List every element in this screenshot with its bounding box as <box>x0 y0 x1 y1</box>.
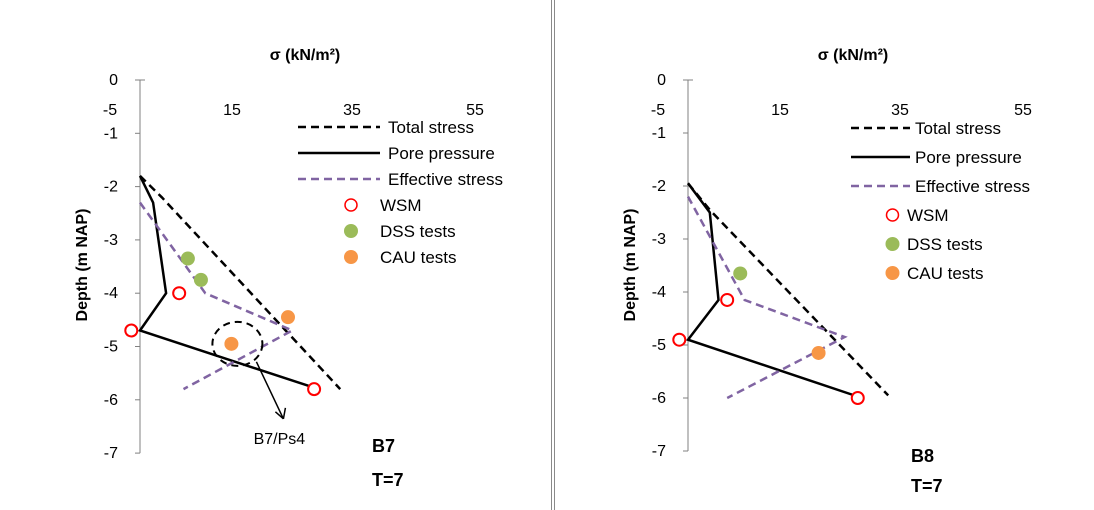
legend-wsm-label: WSM <box>907 206 949 225</box>
y-tick-label: -1 <box>104 125 118 142</box>
x-tick-label: 35 <box>343 102 361 119</box>
pore-pressure-line <box>138 175 319 391</box>
legend-cau-swatch <box>885 266 900 280</box>
wsm-point <box>172 286 187 301</box>
y-axis-title: Depth (m NAP) <box>74 209 91 322</box>
x-tick-label: 15 <box>223 102 241 119</box>
legend-dss-swatch <box>885 237 900 251</box>
y-tick-label: -2 <box>104 179 118 196</box>
y-tick-label: 0 <box>657 72 666 89</box>
legend-wsm-swatch <box>344 198 358 212</box>
annotation-arrow <box>255 361 285 420</box>
dss-point <box>193 272 208 287</box>
legend-wsm-swatch <box>885 208 900 222</box>
legend-dss-label: DSS tests <box>380 222 456 241</box>
x-tick-label: -5 <box>651 102 665 119</box>
y-tick-label: -7 <box>104 445 118 462</box>
y-tick-label: -4 <box>104 285 118 302</box>
legend-effective-stress-label: Effective stress <box>388 170 503 189</box>
annotation-label: B7/Ps4 <box>254 431 306 448</box>
wsm-point <box>720 292 735 307</box>
x-tick-label: 15 <box>771 102 789 119</box>
y-tick-label: -2 <box>652 178 666 195</box>
effective-stress-line <box>138 201 296 391</box>
panel-label: B7 <box>372 436 395 456</box>
y-tick-label: -3 <box>652 231 666 248</box>
wsm-point <box>124 323 139 338</box>
y-axis-title: Depth (m NAP) <box>622 209 639 322</box>
chart-b7: σ (kN/m²) Depth (m NAP) -5 15 35 55 0 -1 -2 -3 -4 -… <box>74 47 503 490</box>
x-tick-label: 35 <box>891 102 909 119</box>
cau-point <box>811 345 826 360</box>
x-axis-title: σ (kN/m²) <box>818 47 889 64</box>
x-tick-label: 55 <box>1014 102 1032 119</box>
total-stress-line <box>139 175 342 390</box>
legend-total-stress-label: Total stress <box>915 119 1001 138</box>
pore-pressure-line <box>685 182 863 400</box>
legend-pore-pressure-label: Pore pressure <box>388 144 495 163</box>
chart-panel-b7: σ (kN/m²) Depth (m NAP) -5 15 35 55 0 -1 -2 -3 -4 -… <box>74 0 552 510</box>
x-tick-label: 55 <box>466 102 484 119</box>
y-tick-label: 0 <box>109 72 118 89</box>
y-tick-label: -3 <box>104 232 118 249</box>
legend-pore-pressure-label: Pore pressure <box>915 148 1022 167</box>
time-label: T=7 <box>911 476 943 496</box>
cau-point <box>280 310 295 325</box>
chart-b8: σ (kN/m²) Depth (m NAP) -5 15 35 55 0 -1 -2 -3 -4 -… <box>622 47 1032 496</box>
dss-point <box>180 251 195 266</box>
x-axis-title: σ (kN/m²) <box>270 47 341 64</box>
legend-wsm-label: WSM <box>380 196 422 215</box>
legend-dss-label: DSS tests <box>907 235 983 254</box>
y-tick-label: -1 <box>652 125 666 142</box>
y-tick-label: -5 <box>104 339 118 356</box>
legend-total-stress-label: Total stress <box>388 118 474 137</box>
x-tick-label: -5 <box>103 102 117 119</box>
legend-cau-label: CAU tests <box>907 264 984 283</box>
y-tick-label: -6 <box>104 392 118 409</box>
legend-cau-label: CAU tests <box>380 248 457 267</box>
panel-label: B8 <box>911 446 934 466</box>
chart-panel-b8: σ (kN/m²) Depth (m NAP) -5 15 35 55 0 -1 -2 -3 -4 -… <box>554 0 1094 510</box>
legend-dss-swatch <box>344 224 358 238</box>
annotation-arrowhead <box>274 407 287 420</box>
y-tick-label: -7 <box>652 443 666 460</box>
y-tick-label: -5 <box>652 337 666 354</box>
cau-point <box>224 336 239 351</box>
wsm-point <box>307 382 322 397</box>
wsm-point <box>850 391 865 405</box>
y-tick-label: -4 <box>652 284 666 301</box>
effective-stress-line <box>686 195 848 400</box>
annotation-circle <box>211 320 264 367</box>
wsm-point <box>672 332 687 347</box>
legend-cau-swatch <box>344 250 358 264</box>
y-tick-label: -6 <box>652 390 666 407</box>
time-label: T=7 <box>372 470 404 490</box>
legend-effective-stress-label: Effective stress <box>915 177 1030 196</box>
dss-point <box>733 266 748 281</box>
